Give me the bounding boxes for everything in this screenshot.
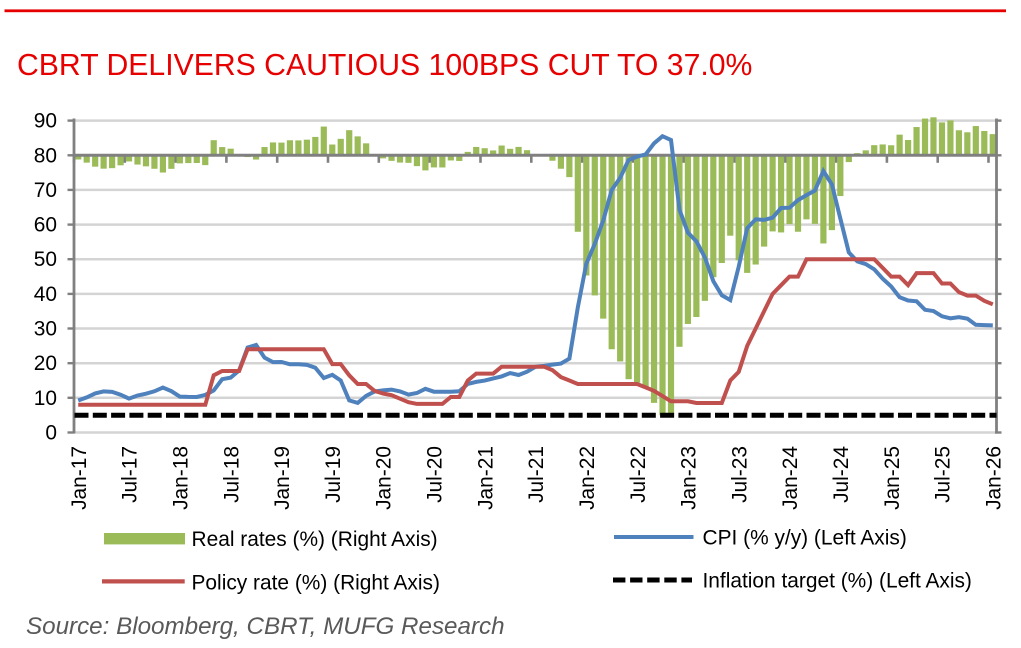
svg-text:40: 40	[34, 283, 57, 306]
svg-text:30: 30	[34, 318, 57, 341]
svg-text:Jan-24: Jan-24	[779, 446, 802, 510]
svg-text:Jan-25: Jan-25	[881, 446, 904, 510]
svg-text:Jul-21: Jul-21	[525, 446, 548, 503]
svg-text:CBRT DELIVERS CAUTIOUS 100BPS: CBRT DELIVERS CAUTIOUS 100BPS CUT TO 37.…	[17, 49, 752, 82]
svg-text:Jan-19: Jan-19	[271, 446, 294, 510]
svg-text:CPI (% y/y) (Left Axis): CPI (% y/y) (Left Axis)	[703, 527, 907, 550]
svg-text:Jan-22: Jan-22	[576, 446, 599, 510]
svg-text:60: 60	[34, 214, 57, 237]
svg-text:Jan-17: Jan-17	[68, 446, 91, 510]
svg-text:Real rates (%) (Right Axis): Real rates (%) (Right Axis)	[192, 528, 438, 551]
svg-text:Jul-25: Jul-25	[932, 446, 955, 503]
svg-text:Jul-23: Jul-23	[728, 446, 751, 503]
svg-text:Jul-18: Jul-18	[220, 446, 243, 503]
svg-text:Jul-20: Jul-20	[424, 446, 447, 503]
svg-text:Policy rate (%) (Right Axis): Policy rate (%) (Right Axis)	[192, 572, 440, 595]
svg-text:Jan-20: Jan-20	[373, 446, 396, 510]
svg-text:0: 0	[45, 422, 57, 445]
svg-text:50: 50	[34, 248, 57, 271]
svg-text:70: 70	[34, 179, 57, 202]
svg-text:Source: Bloomberg, CBRT, MUFG: Source: Bloomberg, CBRT, MUFG Research	[26, 613, 505, 640]
svg-text:Jan-21: Jan-21	[474, 446, 497, 510]
svg-text:90: 90	[34, 110, 57, 133]
svg-text:10: 10	[34, 387, 57, 410]
svg-text:Jan-26: Jan-26	[982, 446, 1005, 510]
svg-text:Jul-22: Jul-22	[627, 446, 650, 503]
svg-text:Jul-24: Jul-24	[830, 446, 853, 503]
svg-text:Jan-23: Jan-23	[678, 446, 701, 510]
svg-text:Jan-18: Jan-18	[170, 446, 193, 510]
svg-text:80: 80	[34, 144, 57, 167]
svg-text:Jul-19: Jul-19	[322, 446, 345, 503]
svg-text:Inflation target (%) (Left Axi: Inflation target (%) (Left Axis)	[703, 570, 972, 593]
svg-text:Jul-17: Jul-17	[119, 446, 142, 503]
svg-text:20: 20	[34, 352, 57, 375]
